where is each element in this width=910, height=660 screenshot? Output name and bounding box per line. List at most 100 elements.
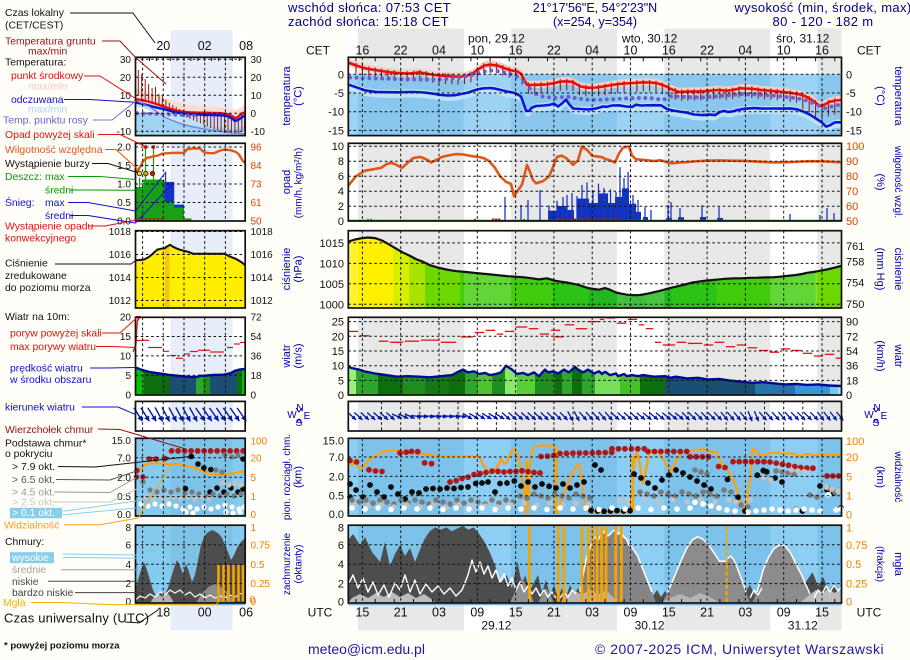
- svg-text:0: 0: [251, 597, 257, 608]
- svg-text:Ciśnienie: Ciśnienie: [5, 259, 48, 270]
- svg-text:0: 0: [125, 390, 131, 401]
- svg-text:pon, 29.12: pon, 29.12: [468, 32, 525, 46]
- svg-text:> 6.5 okt.: > 6.5 okt.: [12, 475, 55, 486]
- svg-text:09: 09: [624, 606, 638, 620]
- svg-text:21°17'56"E, 54°2'23"N: 21°17'56"E, 54°2'23"N: [533, 1, 657, 15]
- svg-text:Temperatura gruntu: Temperatura gruntu: [5, 37, 96, 48]
- svg-text:8: 8: [125, 523, 131, 534]
- svg-text:(x=254, y=354): (x=254, y=354): [553, 15, 637, 29]
- svg-text:09: 09: [470, 606, 484, 620]
- svg-text:2.0: 2.0: [329, 471, 344, 483]
- svg-text:śro, 31.12: śro, 31.12: [776, 32, 830, 46]
- svg-text:1014: 1014: [251, 273, 274, 284]
- svg-text:04: 04: [585, 44, 599, 58]
- svg-text:15: 15: [120, 332, 132, 343]
- svg-text:90: 90: [846, 317, 858, 329]
- svg-text:61: 61: [251, 198, 263, 209]
- svg-text:22: 22: [547, 44, 561, 58]
- svg-text:750: 750: [846, 299, 864, 311]
- svg-text:10: 10: [470, 44, 484, 58]
- svg-text:o pokryciu: o pokryciu: [5, 449, 53, 460]
- svg-text:1012: 1012: [109, 296, 132, 307]
- svg-text:wilgotność wzgl.: wilgotność wzgl.: [892, 145, 903, 218]
- svg-text:21: 21: [547, 606, 561, 620]
- svg-text:100: 100: [846, 141, 864, 153]
- svg-text:6: 6: [338, 540, 344, 552]
- svg-text:Temp. punktu rosy: Temp. punktu rosy: [3, 116, 89, 127]
- svg-text:1012: 1012: [251, 296, 274, 307]
- svg-text:do poziomu morza: do poziomu morza: [5, 283, 91, 294]
- svg-text:poryw powyżej skali: poryw powyżej skali: [10, 329, 102, 340]
- svg-text:2: 2: [338, 579, 344, 591]
- svg-text:90: 90: [846, 156, 858, 168]
- svg-text:(m/s): (m/s): [293, 343, 305, 368]
- svg-text:0: 0: [338, 390, 344, 402]
- svg-text:Widzialność: Widzialność: [4, 520, 59, 531]
- svg-text:> 0.1 okt.: > 0.1 okt.: [12, 508, 55, 519]
- svg-text:1015: 1015: [320, 238, 344, 250]
- svg-text:00: 00: [198, 606, 212, 620]
- svg-text:02: 02: [198, 39, 212, 53]
- svg-text:© 2007-2025 ICM, Uniwersytet W: © 2007-2025 ICM, Uniwersytet Warszawski: [595, 641, 884, 657]
- svg-text:15: 15: [815, 606, 829, 620]
- svg-text:0.5: 0.5: [117, 198, 131, 209]
- svg-text:0.5: 0.5: [846, 559, 861, 571]
- svg-text:Opad powyżej skali: Opad powyżej skali: [5, 130, 95, 141]
- svg-text:4: 4: [125, 560, 131, 571]
- svg-text:(mm/h, kg/m²/h): (mm/h, kg/m²/h): [294, 148, 305, 219]
- svg-text:84: 84: [251, 161, 263, 172]
- svg-text:10: 10: [251, 91, 263, 102]
- svg-text:09: 09: [777, 606, 791, 620]
- svg-text:2: 2: [125, 579, 131, 590]
- svg-text:zachód słońca: 15:18 CET: zachód słońca: 15:18 CET: [288, 14, 449, 29]
- svg-text:temperatura: temperatura: [892, 66, 904, 126]
- svg-text:0: 0: [251, 390, 257, 401]
- svg-text:wysokość (min, środek, max): wysokość (min, środek, max): [733, 0, 910, 15]
- svg-text:25: 25: [332, 317, 344, 329]
- svg-text:0: 0: [251, 510, 257, 521]
- svg-text:Wilgotność względna: Wilgotność względna: [5, 145, 103, 156]
- svg-text:-10: -10: [251, 127, 266, 138]
- svg-text:20: 20: [120, 313, 132, 324]
- svg-text:max: max: [45, 198, 65, 209]
- svg-text:(frakcja): (frakcja): [874, 546, 885, 582]
- svg-text:18: 18: [251, 371, 263, 382]
- svg-text:0.25: 0.25: [251, 579, 271, 590]
- svg-text:widzialność: widzialność: [892, 450, 903, 502]
- svg-text:wto, 30.12: wto, 30.12: [621, 32, 678, 46]
- svg-text:(%): (%): [874, 173, 886, 190]
- svg-text:0.5: 0.5: [117, 492, 131, 503]
- svg-text:Wystąpienie burzy: Wystąpienie burzy: [5, 159, 91, 170]
- svg-text:S: S: [873, 418, 880, 429]
- svg-text:20: 20: [332, 331, 344, 343]
- svg-text:754: 754: [846, 278, 864, 290]
- svg-text:1018: 1018: [109, 227, 132, 238]
- svg-text:10: 10: [624, 44, 638, 58]
- svg-text:1: 1: [251, 523, 257, 534]
- svg-text:-10: -10: [328, 107, 344, 119]
- svg-text:8: 8: [338, 523, 344, 535]
- svg-text:15.0: 15.0: [112, 436, 132, 447]
- svg-text:60: 60: [846, 201, 858, 213]
- svg-text:0.0: 0.0: [117, 510, 131, 521]
- svg-text:0: 0: [846, 390, 852, 402]
- svg-text:7.0: 7.0: [329, 452, 344, 464]
- svg-text:5: 5: [251, 473, 257, 484]
- svg-text:1018: 1018: [251, 227, 274, 238]
- svg-text:4: 4: [338, 559, 344, 571]
- svg-text:Wiatr na 10m:: Wiatr na 10m:: [5, 312, 70, 323]
- svg-text:E: E: [304, 411, 311, 422]
- svg-text:0.0: 0.0: [329, 509, 344, 521]
- svg-text:10: 10: [332, 361, 344, 373]
- svg-text:S: S: [296, 418, 303, 429]
- svg-text:(km): (km): [874, 466, 886, 488]
- svg-text:Mgła: Mgła: [3, 598, 26, 609]
- svg-text:15: 15: [662, 606, 676, 620]
- svg-text:prędkość wiatru: prędkość wiatru: [10, 364, 83, 375]
- svg-text:0.5: 0.5: [329, 491, 344, 503]
- svg-text:22: 22: [700, 44, 714, 58]
- svg-text:758: 758: [846, 257, 864, 269]
- svg-text:w środku obszaru: w środku obszaru: [9, 375, 92, 386]
- svg-text:ciśnienie: ciśnienie: [892, 248, 904, 291]
- svg-text:1010: 1010: [320, 258, 344, 270]
